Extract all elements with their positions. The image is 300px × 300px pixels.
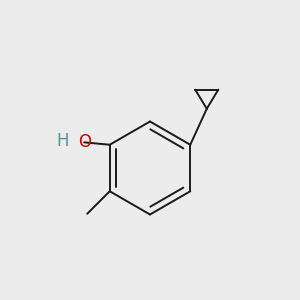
Text: O: O (78, 133, 91, 152)
Text: H: H (56, 133, 69, 151)
